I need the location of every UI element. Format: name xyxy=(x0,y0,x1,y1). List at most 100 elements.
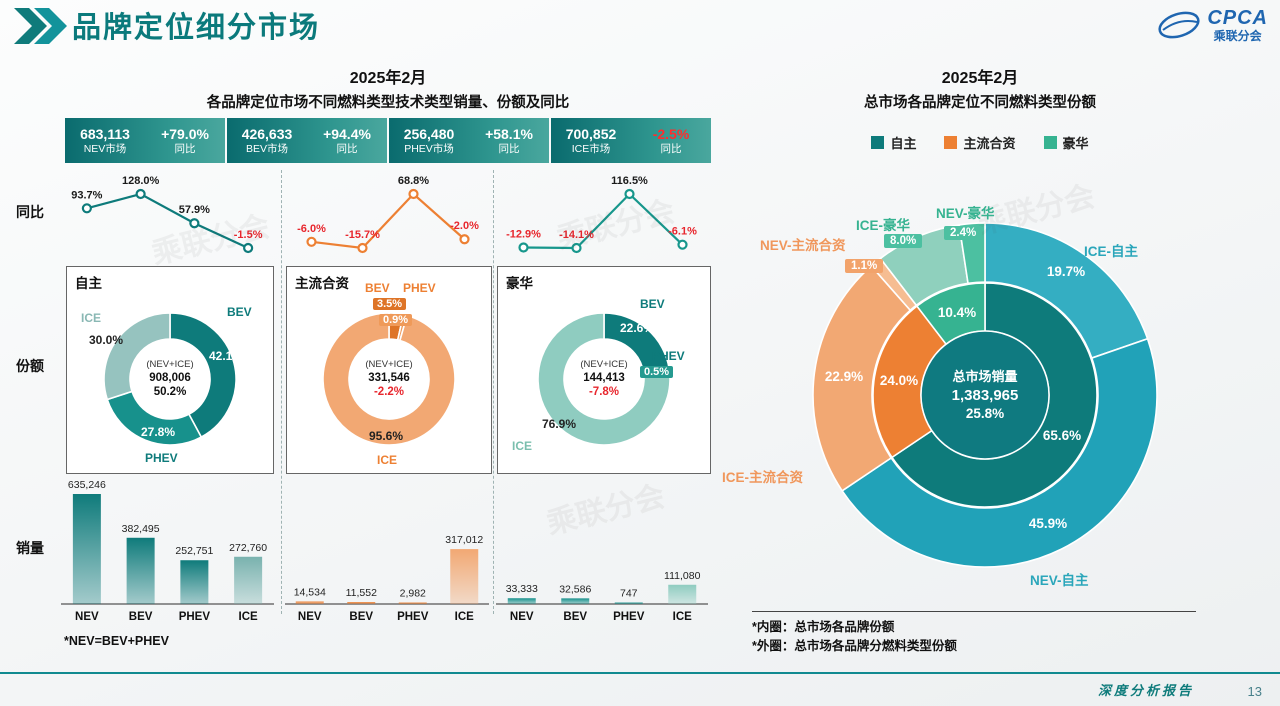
tag-nev-haohua-pct: 2.4% xyxy=(944,226,983,240)
legend-item-hezi: 主流合资 xyxy=(944,133,1016,152)
segment-label-ice: ICE xyxy=(377,453,398,467)
center-caption: (NEV+ICE) xyxy=(146,359,194,370)
svg-text:PHEV: PHEV xyxy=(613,611,645,623)
label-nev-haohua: NEV-豪华 xyxy=(936,206,995,221)
svg-text:ICE: ICE xyxy=(455,611,475,623)
donut-center-text: (NEV+ICE) 144,413 -7.8% xyxy=(554,359,654,400)
right-title-date: 2025年2月 xyxy=(941,70,1019,87)
left-title-text: 各品牌定位市场不同燃料类型技术类型销量、份额及同比 xyxy=(206,95,570,111)
svg-text:33,333: 33,333 xyxy=(506,583,538,595)
stat-yoy-label: 同比 xyxy=(660,142,682,155)
cpca-logo: CPCA 乘联分会 xyxy=(1157,8,1268,43)
cpca-swoosh-icon xyxy=(1158,11,1200,39)
svg-text:NEV: NEV xyxy=(510,611,534,623)
label-nev-zizhu: NEV-自主 xyxy=(1030,573,1089,588)
svg-text:PHEV: PHEV xyxy=(179,611,211,623)
stat-yoy-label: 同比 xyxy=(498,142,520,155)
segment-label-bev: BEV xyxy=(640,297,665,311)
stat-yoy: +58.1% xyxy=(485,125,533,142)
panel-title: 豪华 xyxy=(506,276,533,291)
segment-pct-phev: 0.9% xyxy=(379,314,413,326)
title-chevron-icon xyxy=(14,8,70,49)
svg-text:128.0%: 128.0% xyxy=(122,175,160,187)
inner-pct-haohua: 10.4% xyxy=(937,305,977,320)
segment-pct-ice: 30.0% xyxy=(89,333,124,347)
svg-text:ICE: ICE xyxy=(673,611,693,623)
svg-text:ICE: ICE xyxy=(239,611,259,623)
tag-nev-hezi-pct: 1.1% xyxy=(845,259,884,273)
panel-title: 主流合资 xyxy=(295,276,349,291)
sales-bar-chart-hezi: 14,534 NEV 11,552 BEV 2,982 PHEV 317,012 ICE xyxy=(285,534,489,623)
segment-label-phev: PHEV xyxy=(403,281,436,295)
center-pct: -2.2% xyxy=(373,386,405,399)
segment-pct-ice: 95.6% xyxy=(369,429,404,443)
svg-text:14,534: 14,534 xyxy=(294,586,326,598)
segment-pct-bev: 42.1% xyxy=(209,349,244,363)
center-value: 908,006 xyxy=(149,371,191,384)
share-panel-haohua: 豪华 BEV 22.6% PHEV 0.5% 76.9% ICE (NEV+IC… xyxy=(497,266,711,474)
stat-group-ice: 700,852 ICE市场 -2.5% 同比 xyxy=(551,118,711,163)
stat-label: BEV市场 xyxy=(245,142,288,155)
svg-text:747: 747 xyxy=(620,588,638,600)
legend-swatch xyxy=(944,136,958,149)
center-value: 1,383,965 xyxy=(951,386,1019,404)
svg-text:BEV: BEV xyxy=(563,611,587,623)
label-ice-zizhu: ICE-自主 xyxy=(1084,244,1138,259)
stat-value: 683,113 xyxy=(80,125,130,142)
legend-label: 豪华 xyxy=(1062,136,1089,151)
stat-label: PHEV市场 xyxy=(404,142,454,155)
panel-divider xyxy=(281,170,282,614)
svg-text:-15.7%: -15.7% xyxy=(345,229,380,241)
svg-text:NEV: NEV xyxy=(298,611,322,623)
right-footnotes: *内圈：总市场各品牌份额 *外圈：总市场各品牌分燃料类型份额 xyxy=(752,611,1196,657)
legend-item-zizhu: 自主 xyxy=(871,133,916,152)
yoy-line-chart-haohua: -12.9% -14.1% 116.5% -6.1% xyxy=(506,175,697,254)
logo-text: CPCA xyxy=(1207,7,1268,29)
svg-text:272,760: 272,760 xyxy=(229,542,267,554)
stat-label: ICE市场 xyxy=(571,142,611,155)
tag-ice-haohua-pct: 8.0% xyxy=(884,234,923,248)
panel-divider xyxy=(493,170,494,614)
svg-text:-14.1%: -14.1% xyxy=(559,229,594,241)
legend-label: 自主 xyxy=(890,136,917,151)
report-label: 深度分析报告 xyxy=(1097,683,1194,698)
stat-yoy: +79.0% xyxy=(161,125,209,142)
label-nev-hezi: NEV-主流合资 xyxy=(760,238,846,253)
segment-label-phev: PHEV xyxy=(652,349,685,363)
svg-text:2,982: 2,982 xyxy=(400,588,426,600)
left-title-date: 2025年2月 xyxy=(349,70,427,87)
market-nested-donut-chart xyxy=(812,222,1158,568)
svg-text:NEV: NEV xyxy=(75,611,99,623)
stat-yoy: +94.4% xyxy=(323,125,371,142)
segment-pct-phev: 0.5% xyxy=(640,366,674,378)
share-panel-zizhu: 自主 ICE 30.0% BEV 42.1% 27.8% PHEV (NEV+I… xyxy=(66,266,274,474)
legend-swatch xyxy=(1043,136,1057,149)
share-panel-hezi: 主流合资 BEV PHEV 3.5% 0.9% 95.6% ICE (NEV+I… xyxy=(286,266,492,474)
stat-yoy-label: 同比 xyxy=(336,142,358,155)
footnote-inner-ring: *内圈：总市场各品牌份额 xyxy=(752,620,895,634)
segment-label-bev: BEV xyxy=(365,281,390,295)
market-donut-center: 总市场销量 1,383,965 25.8% xyxy=(925,369,1045,423)
segment-label-phev: PHEV xyxy=(145,451,178,465)
donut-center-text: (NEV+ICE) 331,546 -2.2% xyxy=(339,359,439,400)
svg-text:BEV: BEV xyxy=(129,611,153,623)
footer-divider xyxy=(0,672,1280,674)
center-caption: (NEV+ICE) xyxy=(365,359,413,370)
legend: 自主 主流合资 豪华 xyxy=(740,133,1220,152)
stat-yoy-label: 同比 xyxy=(174,142,196,155)
svg-text:-2.0%: -2.0% xyxy=(450,220,479,232)
center-pct: 25.8% xyxy=(965,406,1005,422)
center-value: 144,413 xyxy=(583,371,625,384)
left-chart-title: 2025年2月 各品牌定位市场不同燃料类型技术类型销量、份额及同比 xyxy=(65,64,711,112)
label-ice-haohua: ICE-豪华 xyxy=(856,218,910,233)
segment-pct-ice: 76.9% xyxy=(542,417,577,431)
center-value: 331,546 xyxy=(368,371,410,384)
stat-value: 256,480 xyxy=(403,125,455,142)
row-label-sales: 销量 xyxy=(16,540,44,556)
segment-pct-bev: 22.6% xyxy=(620,321,655,335)
center-pct: -7.8% xyxy=(588,386,620,399)
svg-text:111,080: 111,080 xyxy=(664,570,701,582)
page-number: 13 xyxy=(1247,684,1262,699)
stat-value: 700,852 xyxy=(565,125,617,142)
